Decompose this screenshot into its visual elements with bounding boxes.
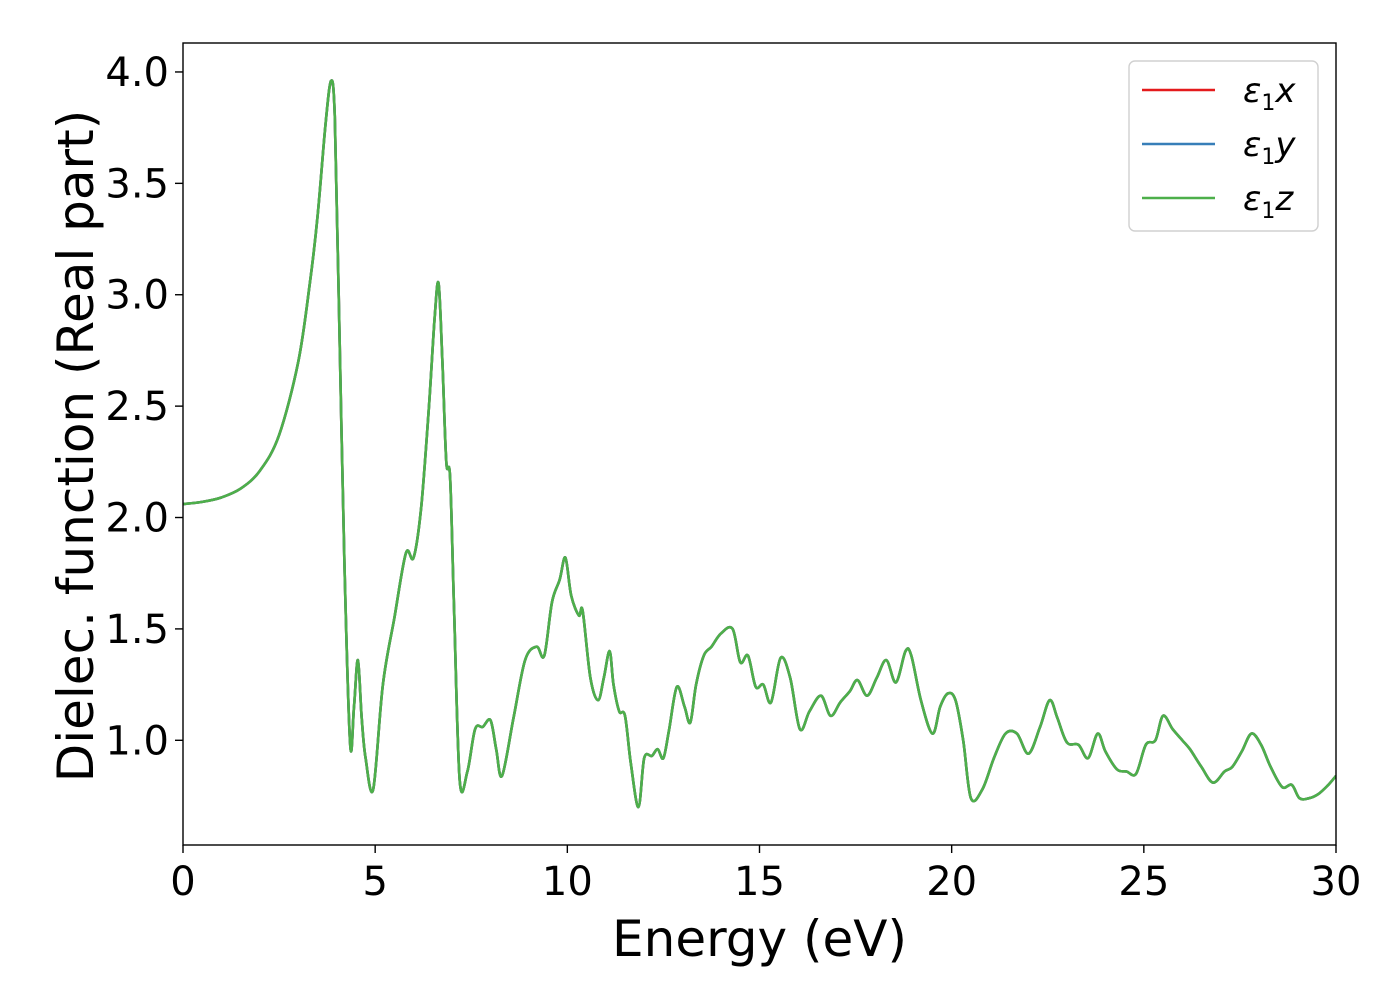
x-tick-label: 20 — [926, 859, 977, 905]
legend: ε1x ε1y ε1z — [1128, 60, 1319, 232]
legend-label-3: ε1z — [1243, 179, 1294, 224]
y-tick-label: 4.0 — [105, 50, 169, 96]
y-tick-label: 1.5 — [105, 607, 169, 653]
legend-box — [1128, 60, 1319, 232]
x-tick-label: 15 — [734, 859, 785, 905]
x-tick-label: 5 — [362, 859, 387, 905]
y-tick-label: 3.5 — [105, 161, 169, 207]
legend-label-2: ε1y — [1243, 125, 1296, 170]
x-tick-label: 25 — [1118, 859, 1169, 905]
y-axis-title: Dielec. function (Real part) — [47, 110, 105, 782]
plot-lines — [183, 79, 1336, 809]
x-tick-label: 0 — [170, 859, 195, 905]
x-axis: 0 5 10 15 20 25 30 — [170, 845, 1361, 905]
y-tick-label: 1.0 — [105, 718, 169, 764]
y-tick-label: 2.5 — [105, 384, 169, 430]
x-tick-label: 10 — [542, 859, 593, 905]
x-axis-title: Energy (eV) — [612, 910, 907, 968]
legend-label-1: ε1x — [1243, 71, 1296, 116]
y-tick-label: 2.0 — [105, 496, 169, 542]
series-line-3 — [183, 79, 1336, 809]
y-tick-label: 3.0 — [105, 273, 169, 319]
x-tick-label: 30 — [1311, 859, 1362, 905]
y-axis: 1.0 1.5 2.0 2.5 3.0 3.5 4.0 — [105, 50, 183, 764]
